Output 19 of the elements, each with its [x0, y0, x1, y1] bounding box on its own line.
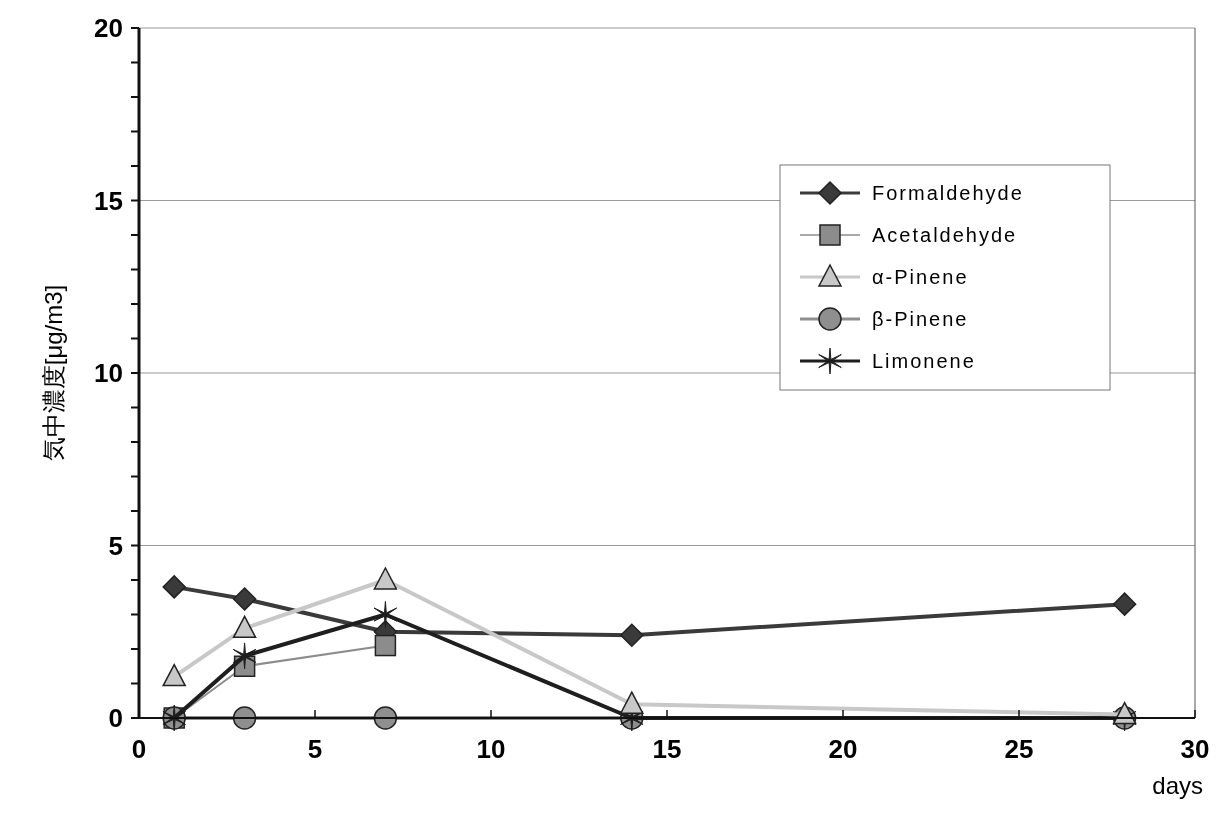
y-tick-label: 15 [94, 185, 123, 216]
x-tick-label: 15 [652, 734, 682, 764]
legend-label: Formaldehyde [872, 182, 1024, 204]
legend-label: Acetaldehyde [872, 224, 1018, 246]
legend-label: Limonene [872, 350, 976, 372]
x-tick-label: 30 [1180, 734, 1210, 764]
y-axis-title: 気中濃度[μg/m3] [40, 284, 67, 462]
x-tick-label: 0 [131, 734, 147, 764]
x-tick-label: 10 [476, 734, 506, 764]
y-tick-label: 20 [94, 13, 123, 44]
y-tick-label: 10 [94, 358, 123, 389]
x-tick-label: 20 [828, 734, 858, 764]
x-tick-label: 25 [1004, 734, 1034, 764]
y-tick-label: 5 [108, 530, 123, 561]
x-tick-label: 5 [307, 734, 323, 764]
y-tick-label: 0 [108, 703, 123, 734]
legend-label: β-Pinene [872, 308, 969, 330]
x-axis-title: days [1152, 772, 1203, 799]
legend-label: α-Pinene [872, 266, 969, 288]
